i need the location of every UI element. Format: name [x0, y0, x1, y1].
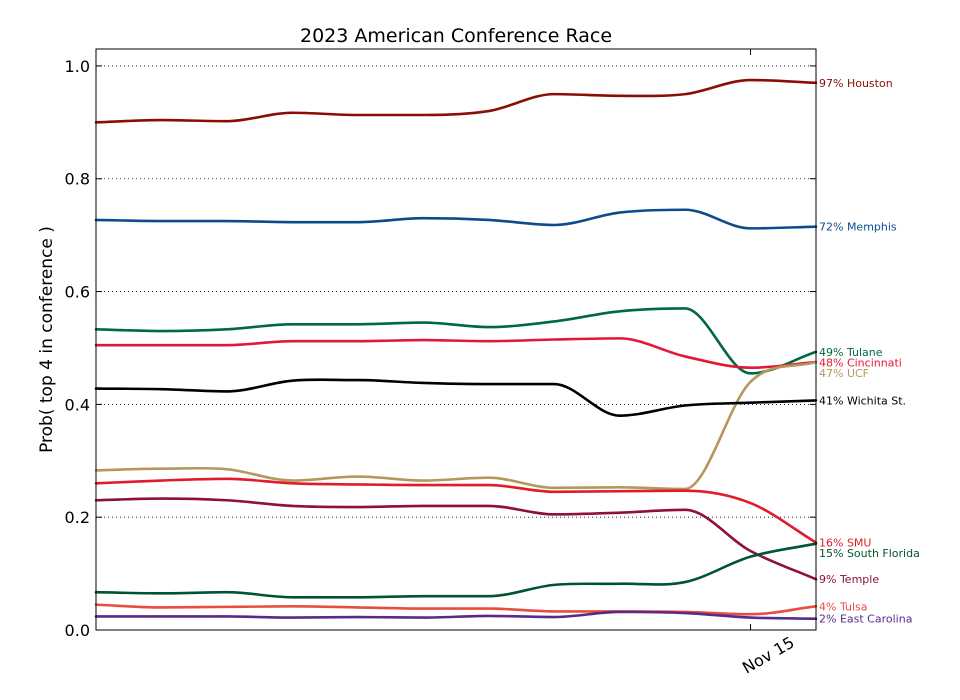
series-end-label-wichita-st: 41% Wichita St. [819, 394, 906, 407]
series-line-wichita-st [94, 378, 818, 417]
series-end-label-smu: 16% SMU [819, 537, 871, 550]
axis-ticks: 0.0 0.2 0.4 0.6 0.8 1.0 Nov 15 [65, 49, 816, 677]
series-lines [94, 78, 818, 621]
series-end-label-houston: 97% Houston [819, 77, 893, 90]
series-line-memphis [94, 208, 818, 230]
series-end-label-temple: 9% Temple [819, 573, 879, 586]
series-line-ucf [94, 360, 818, 491]
y-tick-label: 0.6 [65, 283, 90, 302]
series-line-tulane [94, 307, 818, 375]
series-end-label-south-florida: 15% South Florida [819, 547, 920, 560]
series-line-cincinnati [94, 337, 818, 369]
series-end-label-cincinnati: 48% Cincinnati [819, 356, 902, 369]
series-end-label-memphis: 72% Memphis [819, 221, 897, 234]
series-line-temple [94, 497, 818, 581]
series-line-south-florida [94, 542, 818, 599]
series-line-east-carolina [94, 610, 818, 621]
series-end-label-tulane: 49% Tulane [819, 346, 883, 359]
series-end-label-east-carolina: 2% East Carolina [819, 613, 912, 626]
chart-title: 2023 American Conference Race [300, 25, 612, 47]
plot-frame [95, 48, 817, 631]
y-tick-label: 0.4 [65, 395, 90, 414]
y-tick-label: 0.8 [65, 170, 90, 189]
series-end-label-tulsa: 4% Tulsa [819, 600, 868, 613]
series-line-houston [94, 78, 818, 124]
series-line-tulsa [94, 603, 818, 616]
gridlines [96, 65, 816, 631]
y-tick-label: 0.0 [65, 621, 90, 640]
y-tick-label: 0.2 [65, 508, 90, 527]
y-tick-label: 1.0 [65, 57, 90, 76]
series-line-smu [94, 477, 818, 544]
y-axis-label: Prob( top 4 in conference ) [37, 226, 57, 453]
x-tick-label: Nov 15 [739, 633, 798, 678]
series-end-label-ucf: 47% UCF [819, 367, 869, 380]
